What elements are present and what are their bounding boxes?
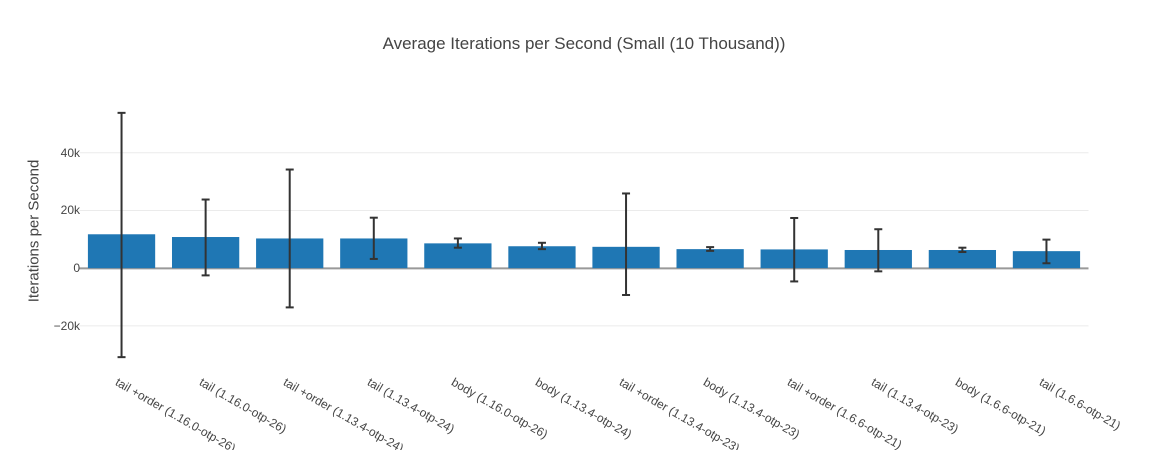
y-tick-label: 0 xyxy=(73,261,80,276)
chart-title: Average Iterations per Second (Small (10… xyxy=(382,34,786,53)
y-tick-label: 20k xyxy=(60,203,80,218)
y-axis-title: Iterations per Second xyxy=(25,159,43,303)
zero-line xyxy=(79,267,1089,270)
bar[interactable] xyxy=(508,246,576,269)
y-tick-label: −20k xyxy=(53,318,80,333)
bar[interactable] xyxy=(928,249,997,269)
y-tick-label: 40k xyxy=(60,145,80,160)
bar[interactable] xyxy=(676,249,744,269)
